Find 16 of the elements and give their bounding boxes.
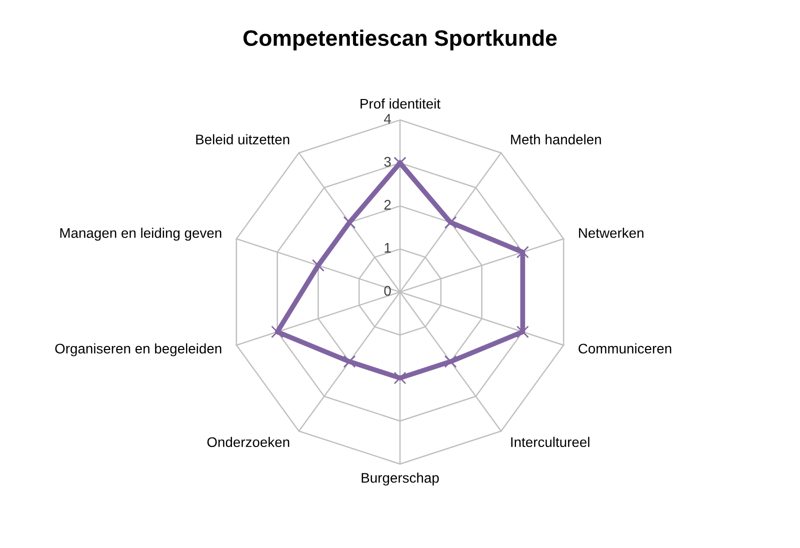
y-tick-label: 0: [384, 286, 391, 296]
spoke-label: Beleid uitzetten: [196, 134, 290, 144]
y-tick-label: 3: [384, 156, 391, 167]
y-tick-label: 1: [384, 243, 391, 253]
spoke-label: Netwerken: [579, 228, 644, 238]
chart-title: Competentiescan Sportkunde: [243, 30, 557, 50]
spoke-label: Managen en leiding geven: [60, 228, 222, 241]
spoke-label: Onderzoeken: [207, 436, 290, 448]
spoke-label: Meth handelen: [511, 134, 601, 144]
spoke-label: Prof identiteit: [360, 98, 440, 109]
y-tick-label: 4: [384, 114, 391, 124]
spoke-label: Organiseren en begeleiden: [55, 343, 222, 356]
y-tick-label: 2: [384, 200, 391, 210]
spoke-label: Communiceren: [578, 343, 672, 354]
spoke-label: Intercultureel: [511, 436, 590, 448]
spoke-label: Burgerschap: [362, 472, 439, 486]
